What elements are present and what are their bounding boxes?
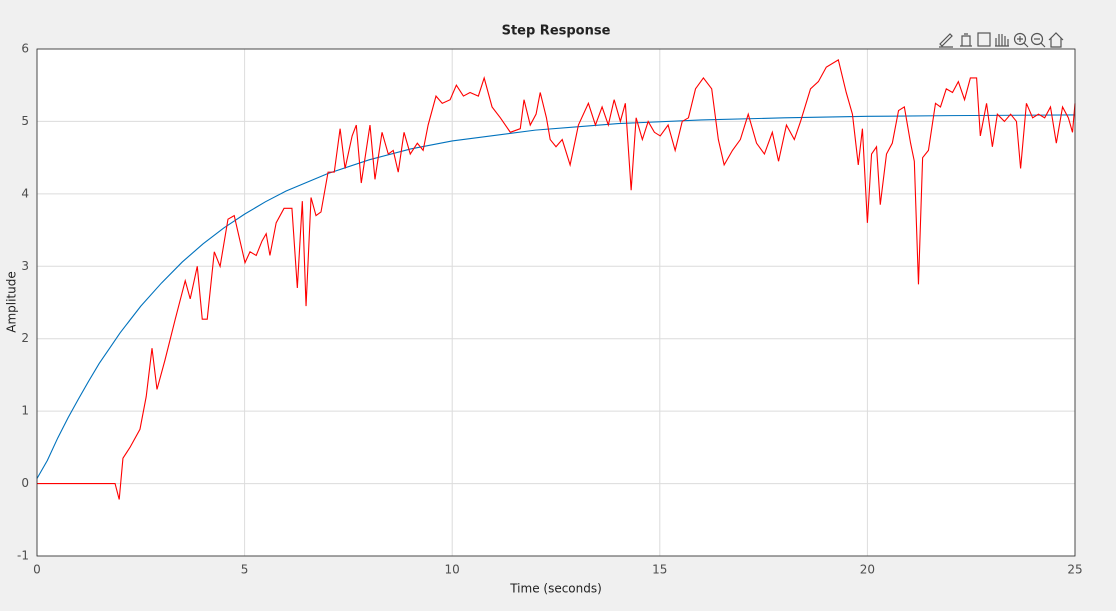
y-axis-label: Amplitude xyxy=(5,271,19,333)
x-tick-label: 15 xyxy=(652,563,667,577)
x-tick-label: 20 xyxy=(860,563,875,577)
series-line xyxy=(37,59,1076,500)
y-tick-label: 3 xyxy=(21,259,29,273)
brush-icon[interactable] xyxy=(939,33,953,48)
series-line xyxy=(36,114,1076,479)
home-icon[interactable] xyxy=(1048,32,1064,48)
x-tick-label: 0 xyxy=(33,563,41,577)
y-tick-label: 6 xyxy=(21,42,29,56)
toolbar xyxy=(939,32,1064,48)
x-axis-label: Time (seconds) xyxy=(509,582,602,596)
y-tick-label: 2 xyxy=(21,331,29,345)
pan-icon[interactable] xyxy=(995,34,1009,47)
y-tick-label: 0 xyxy=(21,476,29,490)
y-tick-label: 4 xyxy=(21,186,29,200)
data-tip-icon[interactable] xyxy=(960,33,972,47)
y-tick-label: 5 xyxy=(21,114,29,128)
x-tick-label: 10 xyxy=(445,563,460,577)
x-tick-label: 5 xyxy=(241,563,249,577)
legend-icon[interactable] xyxy=(977,32,991,47)
zoom-out-icon[interactable] xyxy=(1030,32,1044,46)
zoom-in-icon[interactable] xyxy=(1013,32,1027,46)
plot-area xyxy=(37,49,1075,556)
y-tick-label: 1 xyxy=(21,404,29,418)
chart-title: Step Response xyxy=(502,24,611,39)
x-tick-label: 25 xyxy=(1067,563,1082,577)
y-tick-label: -1 xyxy=(17,549,29,563)
axes-box xyxy=(36,48,1076,557)
